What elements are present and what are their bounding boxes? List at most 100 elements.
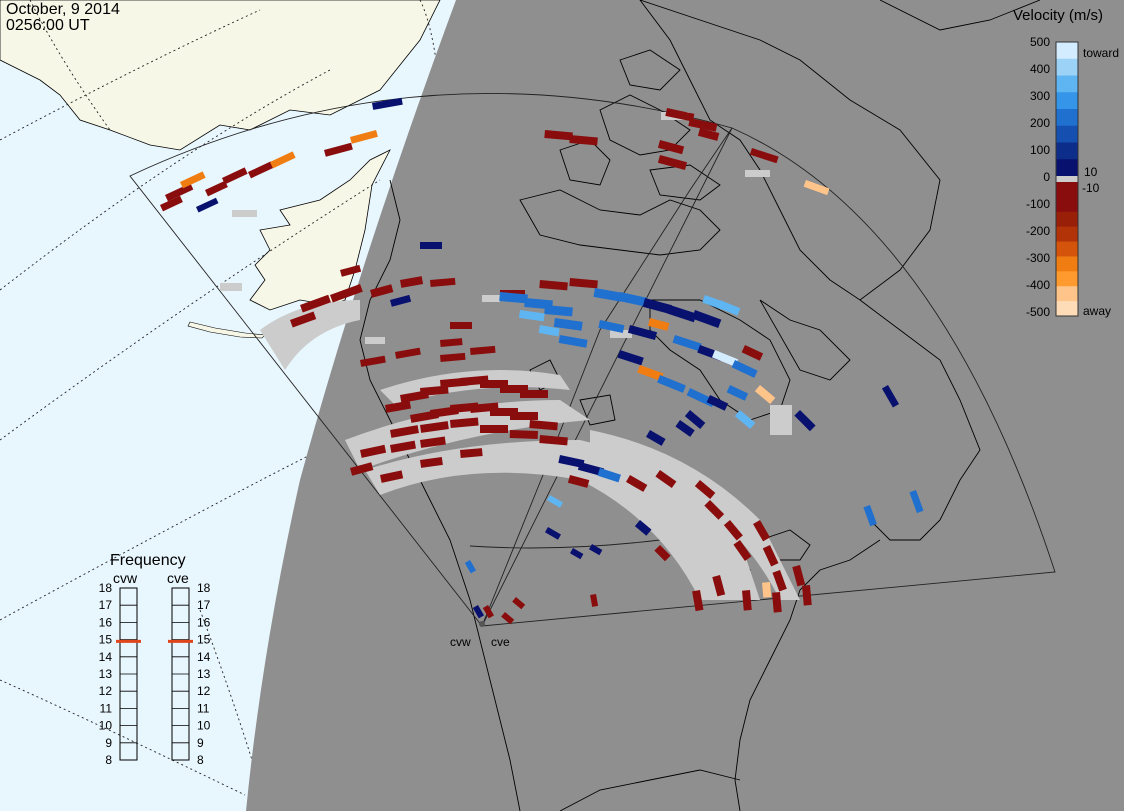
frequency-label-cve: 17: [197, 598, 211, 612]
velocity-cell: [667, 305, 697, 323]
velocity-cell: [626, 474, 648, 492]
velocity-cell: [300, 294, 331, 313]
velocity-tick-label: 100: [1030, 143, 1050, 157]
frequency-label-cvw: 11: [100, 701, 113, 715]
radar-site-label-cvw: cvw: [450, 635, 471, 649]
velocity-cell: [618, 292, 648, 307]
velocity-cell: [593, 288, 623, 302]
velocity-cell: [480, 380, 508, 388]
velocity-colorbar-block: [1056, 75, 1078, 93]
velocity-colorbar-blocks: [1056, 42, 1078, 317]
velocity-cell: [385, 400, 412, 413]
velocity-cell: [460, 448, 483, 458]
velocity-cell: [290, 311, 317, 328]
velocity-cell: [597, 467, 621, 483]
velocity-cell: [420, 421, 449, 433]
velocity-cell: [733, 540, 752, 561]
velocity-colorbar-block: [1056, 196, 1078, 213]
velocity-tick-labels: 500 400 300 200 100 0 -100 -200 -300 -400 -500: [1026, 35, 1050, 319]
velocity-colorbar-block: [1056, 58, 1078, 76]
velocity-cell: [545, 527, 561, 540]
velocity-cell: [590, 594, 599, 607]
velocity-cell: [642, 298, 673, 314]
velocity-cell: [360, 355, 386, 367]
frequency-label-cve: 16: [197, 615, 211, 629]
velocity-tick-label: -400: [1026, 278, 1050, 292]
velocity-colorbar-block: [1056, 256, 1078, 272]
velocity-cell: [723, 520, 743, 541]
velocity-away-label: away: [1083, 304, 1111, 318]
velocity-cell: [196, 197, 219, 213]
velocity-cell: [634, 520, 652, 536]
velocity-cell: [558, 335, 588, 348]
velocity-cell: [390, 425, 419, 438]
velocity-colorbar-block: [1056, 182, 1078, 198]
velocity-cell: [510, 412, 538, 420]
velocity-scale-title: Velocity (m/s): [1013, 7, 1103, 24]
velocity-cell: [589, 544, 603, 556]
velocity-cell: [792, 565, 806, 587]
frequency-label-cvw: 14: [99, 650, 113, 664]
frequency-scale-labels: 18 18 17 17 16 16 15 15 14 14 13 13 12 12 11 11 10 10 9 9 8 8: [99, 581, 211, 767]
velocity-cell: [529, 420, 558, 431]
velocity-tick-label: 200: [1030, 116, 1050, 130]
velocity-cell: [440, 352, 466, 362]
velocity-tick-label: -100: [1026, 197, 1050, 211]
velocity-cell: [350, 130, 378, 144]
velocity-cell: [731, 359, 758, 378]
frequency-label-cvw: 8: [105, 753, 112, 767]
frequency-label-cvw: 17: [99, 598, 113, 612]
velocity-colorbar-block: [1056, 211, 1078, 228]
velocity-cell: [654, 545, 671, 562]
velocity-tick-neg10: -10: [1082, 181, 1100, 195]
velocity-cell: [558, 455, 585, 469]
velocity-cell: [330, 284, 363, 303]
frequency-radar-label-cvw: cvw: [113, 570, 138, 586]
frequency-label-cve: 10: [197, 719, 211, 733]
velocity-cell: [440, 338, 463, 347]
velocity-tick-10: 10: [1084, 165, 1098, 179]
velocity-cell: [500, 385, 528, 393]
velocity-cell: [717, 299, 741, 316]
velocity-cell: [754, 385, 776, 404]
velocity-cell: [742, 590, 752, 611]
velocity-cell: [706, 395, 729, 411]
velocity-cell: [762, 582, 772, 598]
velocity-cell: [464, 560, 477, 574]
velocity-cell: [675, 419, 695, 437]
velocity-cell: [734, 409, 756, 429]
velocity-colorbar-block: [1056, 241, 1078, 257]
velocity-cell: [390, 440, 417, 453]
frequency-label-cve: 15: [197, 633, 211, 647]
velocity-tick-label: -500: [1026, 305, 1050, 319]
frequency-radar-label-cve: cve: [167, 570, 189, 586]
velocity-cell: [538, 324, 560, 337]
velocity-cell: [520, 390, 548, 398]
frequency-label-cve: 14: [197, 650, 211, 664]
frequency-label-cvw: 10: [99, 719, 113, 733]
velocity-cell: [324, 142, 353, 157]
velocity-cell: [372, 97, 403, 110]
velocity-cell: [627, 325, 658, 340]
velocity-cell: [547, 494, 563, 508]
velocity-cell: [753, 520, 771, 542]
velocity-cell: [390, 294, 412, 307]
time-label: 0256:00 UT: [6, 17, 90, 34]
velocity-cells: [160, 97, 924, 625]
velocity-cell: [598, 320, 625, 334]
velocity-colorbar-block: [1056, 301, 1078, 317]
velocity-cell: [881, 385, 899, 408]
frequency-label-cvw: 12: [99, 684, 113, 698]
velocity-cell: [553, 318, 583, 331]
velocity-cell: [480, 425, 508, 433]
velocity-cell: [570, 548, 584, 560]
grid-lines: [0, 0, 437, 796]
velocity-cell: [697, 127, 720, 141]
velocity-cell: [490, 408, 518, 416]
frequency-panel: Frequency cvw cve 18 18 17 17 16 16 15 15 14 14 13…: [99, 552, 211, 767]
night-region: [246, 0, 1124, 811]
velocity-cell: [539, 280, 568, 291]
velocity-cell: [637, 365, 664, 382]
